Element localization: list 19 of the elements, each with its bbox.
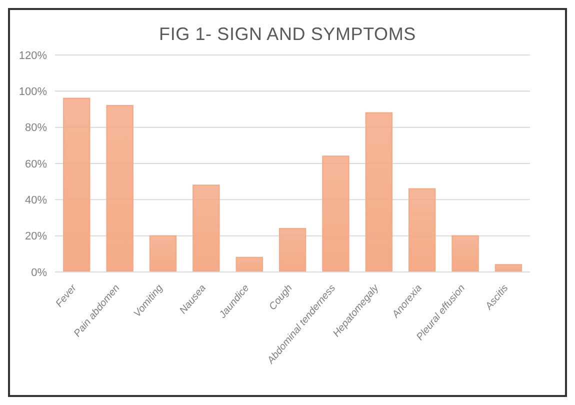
y-tick-label: 40% <box>24 194 48 207</box>
bar <box>278 228 306 272</box>
bar <box>408 188 436 272</box>
bar <box>149 235 177 272</box>
y-tick-label: 80% <box>24 122 48 134</box>
bar <box>322 156 350 272</box>
bar <box>494 264 522 272</box>
y-tick-label: 100% <box>18 86 48 98</box>
y-tick-label: 0% <box>31 266 48 279</box>
y-tick-label: 60% <box>24 158 48 170</box>
bar <box>192 184 220 272</box>
bar <box>452 235 479 272</box>
bar <box>63 98 90 272</box>
bar <box>106 105 134 272</box>
chart-title: FIG 1- SIGN AND SYMPTOMS <box>158 24 417 45</box>
y-tick-label: 20% <box>24 230 48 243</box>
y-tick-label: 120% <box>18 50 48 62</box>
bar <box>365 112 393 272</box>
bar <box>236 256 263 272</box>
